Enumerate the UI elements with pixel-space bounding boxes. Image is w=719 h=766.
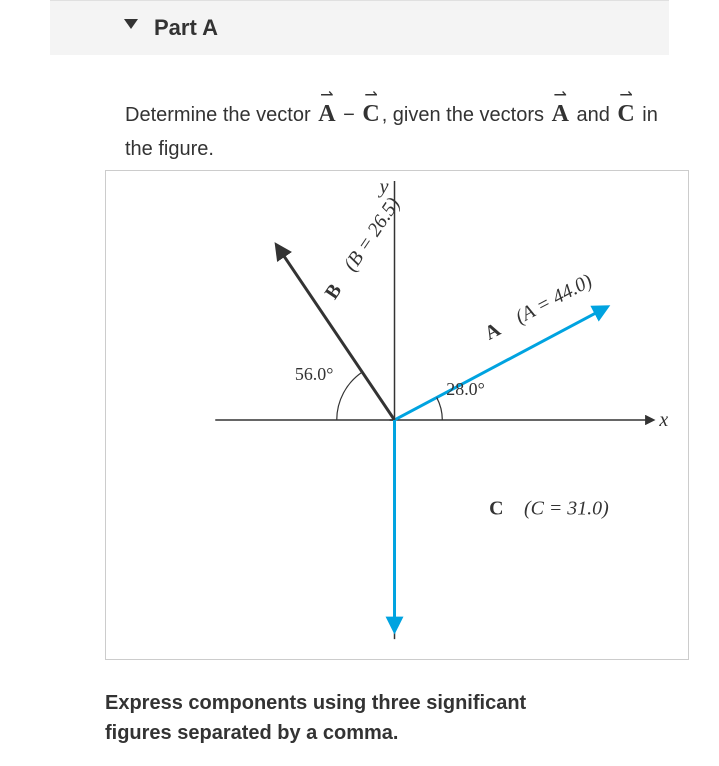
vector-arrow-icon: ⇀ bbox=[550, 83, 571, 109]
figure-box: xyA⃗ (A = 44.0)28.0°B⃗ (B = 26.5)56.0°C⃗… bbox=[105, 170, 689, 660]
content-area: Determine the vector ⇀A − ⇀C, given the … bbox=[0, 55, 719, 748]
vector-arrow-icon: ⇀ bbox=[360, 83, 381, 109]
disclosure-triangle-icon[interactable] bbox=[124, 19, 138, 29]
vector-C-symbol-2: ⇀C bbox=[615, 95, 636, 133]
svg-text:x: x bbox=[658, 409, 668, 431]
vector-A-symbol: ⇀A bbox=[316, 95, 337, 133]
svg-text:C⃗ (C = 31.0): C⃗ (C = 31.0) bbox=[489, 498, 609, 520]
instruction-line2: figures separated by a comma. bbox=[105, 722, 398, 744]
part-header[interactable]: Part A bbox=[50, 0, 669, 55]
prompt-mid2: , given the vectors bbox=[382, 104, 550, 126]
prompt-pre: Determine the vector bbox=[125, 104, 316, 126]
svg-text:A⃗ (A = 44.0): A⃗ (A = 44.0) bbox=[481, 270, 596, 345]
vector-diagram: xyA⃗ (A = 44.0)28.0°B⃗ (B = 26.5)56.0°C⃗… bbox=[106, 171, 688, 659]
vector-C-symbol: ⇀C bbox=[360, 95, 381, 133]
vector-arrow-icon: ⇀ bbox=[316, 83, 337, 109]
prompt-mid3: and bbox=[571, 104, 615, 126]
problem-container: Part A Determine the vector ⇀A − ⇀C, giv… bbox=[0, 0, 719, 748]
instruction-line1: Express components using three significa… bbox=[105, 692, 526, 714]
svg-text:B⃗ (B = 26.5): B⃗ (B = 26.5) bbox=[321, 194, 405, 304]
svg-text:28.0°: 28.0° bbox=[446, 379, 484, 399]
vector-A-symbol-2: ⇀A bbox=[550, 95, 571, 133]
vector-arrow-icon: ⇀ bbox=[615, 83, 636, 109]
instruction-text: Express components using three significa… bbox=[105, 688, 669, 748]
svg-text:56.0°: 56.0° bbox=[295, 365, 334, 385]
prompt-text: Determine the vector ⇀A − ⇀C, given the … bbox=[125, 95, 669, 165]
part-title: Part A bbox=[154, 15, 218, 40]
prompt-mid1: − bbox=[338, 104, 361, 126]
